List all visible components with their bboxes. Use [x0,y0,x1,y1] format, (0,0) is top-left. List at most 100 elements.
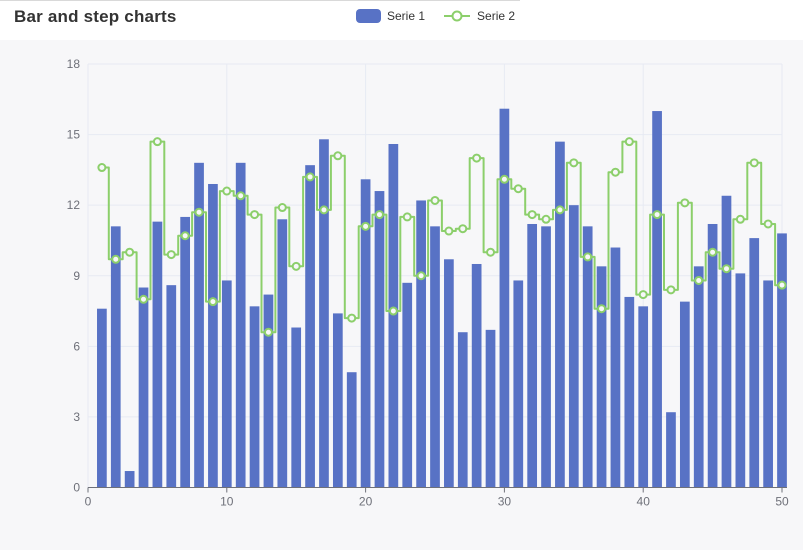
legend-item-serie2[interactable]: Serie 2 [443,9,515,23]
bar[interactable] [249,306,260,488]
step-marker[interactable] [680,198,690,208]
step-marker[interactable] [721,264,731,274]
step-marker[interactable] [291,261,301,271]
step-marker[interactable] [527,210,537,220]
step-marker[interactable] [430,195,440,205]
bar[interactable] [679,301,690,488]
step-marker[interactable] [444,226,454,236]
step-marker[interactable] [597,304,607,314]
bar[interactable] [152,221,163,488]
bar[interactable] [471,263,482,488]
bar[interactable] [332,313,343,488]
legend-item-serie1[interactable]: Serie 1 [356,9,425,23]
bar[interactable] [610,247,621,488]
step-marker[interactable] [222,186,232,196]
step-marker[interactable] [125,247,135,257]
step-marker[interactable] [472,153,482,163]
bar[interactable] [568,205,579,488]
step-marker[interactable] [402,212,412,222]
bar[interactable] [388,143,399,488]
step-marker[interactable] [152,137,162,147]
step-marker[interactable] [263,327,273,337]
step-marker[interactable] [583,252,593,262]
bar[interactable] [749,238,760,488]
bar[interactable] [638,306,649,488]
bar[interactable] [444,259,454,488]
step-marker[interactable] [277,203,287,213]
step-marker[interactable] [541,214,551,224]
step-marker[interactable] [749,158,759,168]
bar[interactable] [180,216,191,488]
step-marker[interactable] [666,285,676,295]
bar[interactable] [319,139,329,488]
bar[interactable] [777,233,787,488]
step-marker[interactable] [486,247,496,257]
bar[interactable] [110,226,121,488]
step-marker[interactable] [763,219,773,229]
step-marker[interactable] [624,137,634,147]
bar[interactable] [416,200,426,488]
bar[interactable] [277,219,288,488]
bar[interactable] [374,191,385,488]
bar[interactable] [194,162,204,488]
bar[interactable] [624,296,635,488]
bar[interactable] [291,327,302,488]
step-marker[interactable] [347,313,357,323]
bar[interactable] [402,282,413,488]
step-marker[interactable] [499,174,509,184]
bar[interactable] [596,266,607,488]
bar[interactable] [138,287,149,488]
step-marker[interactable] [236,191,246,201]
bar[interactable] [707,223,718,488]
bar[interactable] [360,179,371,488]
bar[interactable] [208,183,218,488]
step-marker[interactable] [180,231,190,241]
step-marker[interactable] [139,294,149,304]
step-marker[interactable] [305,172,315,182]
bar[interactable] [763,280,773,488]
step-marker[interactable] [250,210,260,220]
bar[interactable] [221,280,232,488]
step-marker[interactable] [319,205,329,215]
bar[interactable] [166,285,177,488]
bar[interactable] [305,165,315,488]
step-marker[interactable] [97,163,107,173]
bar[interactable] [527,223,538,488]
bar[interactable] [541,226,551,488]
step-marker[interactable] [194,207,204,217]
bar[interactable] [124,471,135,488]
step-marker[interactable] [555,205,565,215]
step-marker[interactable] [208,297,218,307]
step-marker[interactable] [569,158,579,168]
step-marker[interactable] [374,210,384,220]
step-marker[interactable] [388,306,398,316]
step-marker[interactable] [735,214,745,224]
bar[interactable] [555,141,565,488]
bar[interactable] [430,226,440,488]
bar[interactable] [666,412,676,488]
step-marker[interactable] [610,167,620,177]
bar[interactable] [735,273,746,488]
bar[interactable] [652,111,662,488]
step-marker[interactable] [416,271,426,281]
bar[interactable] [582,226,593,488]
bar[interactable] [721,195,732,488]
step-marker[interactable] [708,247,718,257]
bar[interactable] [346,372,357,488]
bar[interactable] [235,162,246,488]
bar[interactable] [693,266,704,488]
step-marker[interactable] [777,280,787,290]
step-marker[interactable] [458,224,468,234]
bar[interactable] [513,280,524,488]
step-marker[interactable] [513,184,523,194]
step-marker[interactable] [638,290,648,300]
step-marker[interactable] [166,250,176,260]
step-marker[interactable] [694,275,704,285]
bar[interactable] [263,294,274,488]
step-marker[interactable] [333,151,343,161]
step-marker[interactable] [652,210,662,220]
chart-canvas[interactable]: 0 10 20 30 40 50 0 3 6 9 12 15 18 [0,40,803,550]
bar[interactable] [97,308,107,488]
bar[interactable] [499,108,510,488]
step-marker[interactable] [111,254,121,264]
